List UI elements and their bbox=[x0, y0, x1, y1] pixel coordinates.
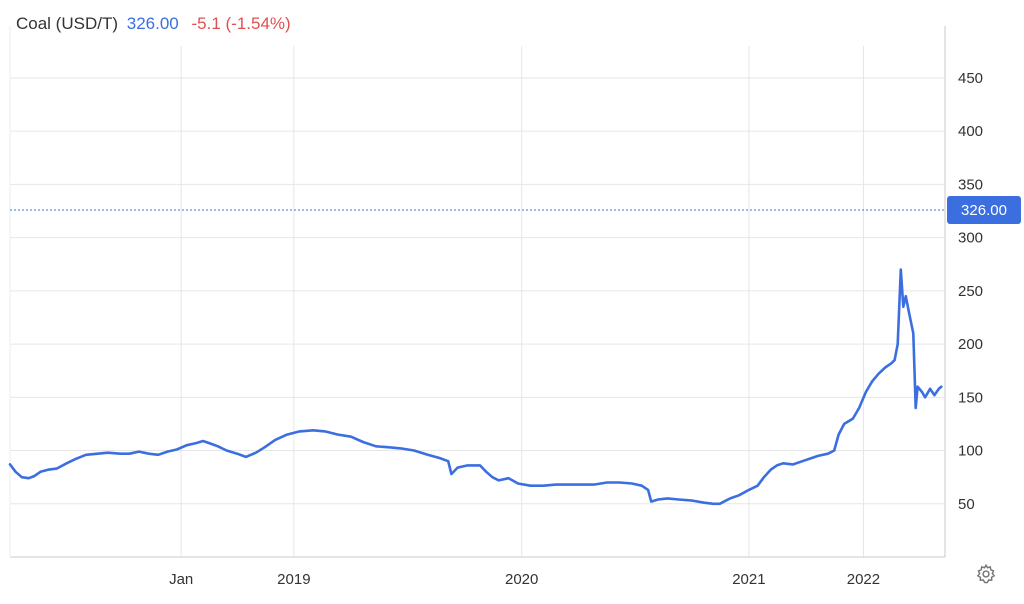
x-tick-label: 2020 bbox=[505, 571, 538, 588]
y-tick-label: 350 bbox=[958, 176, 983, 193]
price-series-line bbox=[8, 268, 943, 506]
grid bbox=[10, 46, 945, 557]
y-tick-label: 250 bbox=[958, 283, 983, 300]
chart-header: Coal (USD/T) 326.00 -5.1 (-1.54%) bbox=[16, 14, 291, 34]
last-value: 326.00 bbox=[126, 14, 179, 33]
x-tick-label: 2022 bbox=[847, 571, 880, 588]
last-price-badge bbox=[947, 195, 1021, 224]
x-tick-label: Jan bbox=[169, 571, 193, 588]
last-price-marker: 326.00 bbox=[10, 195, 1021, 224]
y-tick-label: 100 bbox=[958, 443, 983, 460]
y-tick-label: 200 bbox=[958, 336, 983, 353]
axes bbox=[9, 26, 946, 558]
instrument-title: Coal (USD/T) bbox=[16, 14, 119, 33]
series-layer bbox=[8, 268, 943, 506]
y-tick-label: 400 bbox=[958, 123, 983, 140]
x-tick-label: 2019 bbox=[277, 571, 310, 588]
tick-labels: 50 100 150 200 250 300 350 400 450 Jan 2019 2020 202… bbox=[169, 70, 983, 588]
y-tick-label: 150 bbox=[958, 389, 983, 406]
y-tick-label: 50 bbox=[958, 496, 975, 513]
last-price-label: 326.00 bbox=[961, 202, 1007, 219]
gear-icon[interactable] bbox=[975, 563, 997, 585]
price-change: -5.1 (-1.54%) bbox=[191, 14, 291, 33]
x-tick-label: 2021 bbox=[732, 571, 765, 588]
y-tick-label: 300 bbox=[958, 230, 983, 247]
y-tick-label: 450 bbox=[958, 70, 983, 87]
